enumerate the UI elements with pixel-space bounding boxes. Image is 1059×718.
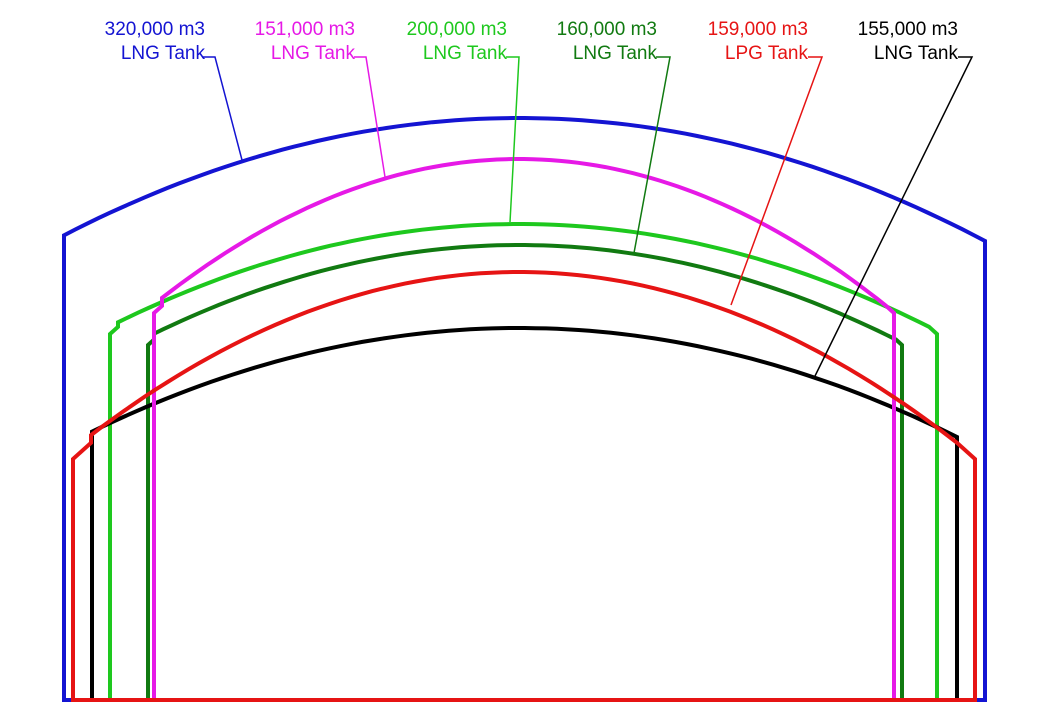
- label-tank-320k-lng: 320,000 m3 LNG Tank: [70, 18, 205, 66]
- capacity-text: 155,000 m3: [857, 19, 958, 40]
- capacity-text: 151,000 m3: [254, 19, 355, 40]
- tank-kind-text: LNG Tank: [572, 43, 657, 64]
- outline-151k-lng: [152, 157, 896, 702]
- leader-line-tank-159k-lpg: [730, 56, 824, 306]
- outline-159k-lpg: [71, 270, 977, 702]
- tank-kind-text: LNG Tank: [120, 43, 205, 64]
- leader-line-tank-160k-lng: [633, 56, 671, 254]
- leader-line-tank-155k-lng: [814, 56, 974, 377]
- tank-kind-text: LNG Tank: [270, 43, 355, 64]
- label-tank-159k-lpg: 159,000 m3 LPG Tank: [673, 18, 808, 66]
- leader-line-tank-320k-lng: [202, 56, 243, 161]
- label-tank-151k-lng: 151,000 m3 LNG Tank: [220, 18, 355, 66]
- leader-line-tank-151k-lng: [354, 56, 386, 178]
- capacity-text: 159,000 m3: [707, 19, 808, 40]
- capacity-text: 160,000 m3: [556, 19, 657, 40]
- outline-200k-lng: [108, 222, 939, 702]
- label-tank-155k-lng: 155,000 m3 LNG Tank: [823, 18, 958, 66]
- capacity-text: 200,000 m3: [406, 19, 507, 40]
- tank-kind-text: LPG Tank: [724, 43, 808, 64]
- tank-kind-text: LNG Tank: [422, 43, 507, 64]
- label-tank-200k-lng: 200,000 m3 LNG Tank: [372, 18, 507, 66]
- tank-kind-text: LNG Tank: [873, 43, 958, 64]
- label-tank-160k-lng: 160,000 m3 LNG Tank: [522, 18, 657, 66]
- outline-160k-lng: [146, 243, 904, 702]
- outline-155k-lng: [90, 326, 959, 702]
- capacity-text: 320,000 m3: [104, 19, 205, 40]
- leader-line-tank-200k-lng: [506, 56, 520, 223]
- outline-320k-lng: [62, 116, 987, 702]
